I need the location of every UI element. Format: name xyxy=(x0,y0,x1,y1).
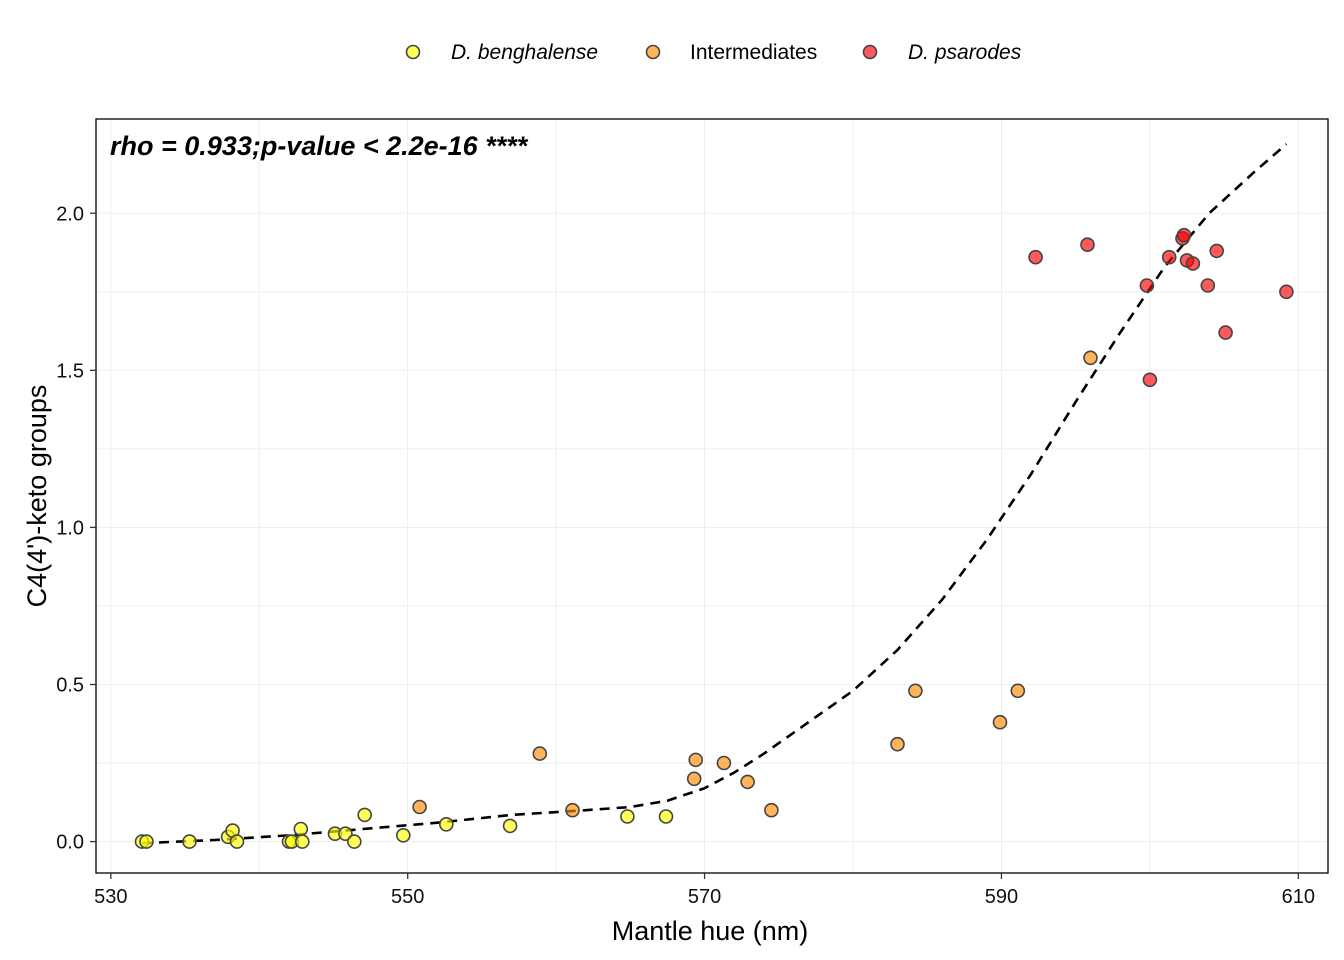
point-intermediates xyxy=(688,752,704,768)
axis-ticks: 530 550 570 590 610 0.0 0.5 1.0 1.5 2.0 xyxy=(56,203,1315,908)
point-intermediates xyxy=(716,755,732,771)
point-intermediates xyxy=(992,714,1008,730)
point-intermediates xyxy=(565,802,580,818)
point-intermediates xyxy=(740,774,755,790)
point-d-benghalense xyxy=(658,809,674,824)
trend-line-group xyxy=(141,143,1288,845)
x-tick-label: 610 xyxy=(1282,886,1315,908)
legend-label-d-benghalense: D. benghalense xyxy=(451,41,598,64)
point-intermediates xyxy=(764,802,779,818)
x-tick-label: 570 xyxy=(688,886,721,908)
y-axis-title: C4(4')-keto groups xyxy=(22,385,52,608)
point-d-benghalense xyxy=(338,826,353,842)
y-tick-label: 1.5 xyxy=(56,360,84,382)
plot-panel-border xyxy=(95,118,1329,874)
x-axis-title: Mantle hue (nm) xyxy=(612,916,809,946)
data-points xyxy=(134,227,1294,849)
legend-key-d-benghalense xyxy=(405,44,421,60)
legend: D. benghalense Intermediates D. psarodes xyxy=(405,41,1022,64)
point-d-psarodes xyxy=(1080,237,1095,252)
y-tick-label: 1.0 xyxy=(56,517,84,539)
x-tick-label: 550 xyxy=(391,886,424,908)
x-tick-label: 530 xyxy=(94,886,127,908)
legend-key-intermediates xyxy=(645,44,661,60)
point-d-psarodes xyxy=(1161,249,1177,265)
point-d-psarodes xyxy=(1176,227,1192,243)
y-tick-label: 2.0 xyxy=(56,203,84,225)
point-intermediates xyxy=(890,736,905,752)
point-d-benghalense xyxy=(293,821,309,837)
point-intermediates xyxy=(1083,350,1098,366)
point-d-benghalense xyxy=(620,809,635,824)
point-intermediates xyxy=(412,799,427,815)
point-d-benghalense xyxy=(139,834,154,849)
point-d-benghalense xyxy=(294,834,310,849)
point-d-benghalense xyxy=(502,818,518,834)
grid xyxy=(96,119,1328,873)
point-d-benghalense xyxy=(438,816,454,832)
legend-label-intermediates: Intermediates xyxy=(690,41,817,64)
point-d-benghalense xyxy=(229,834,245,849)
point-d-psarodes xyxy=(1139,278,1155,293)
point-d-psarodes xyxy=(1279,284,1294,300)
x-tick-label: 590 xyxy=(985,886,1018,908)
point-intermediates xyxy=(1010,683,1026,699)
point-d-psarodes xyxy=(1142,372,1158,388)
y-tick-label: 0.5 xyxy=(56,675,84,697)
y-tick-label: 0.0 xyxy=(56,832,84,854)
legend-label-d-psarodes: D. psarodes xyxy=(908,41,1022,64)
point-d-benghalense xyxy=(346,834,362,849)
point-intermediates xyxy=(908,683,923,699)
correlation-annotation: rho = 0.933;p-value < 2.2e-16 **** xyxy=(110,131,529,161)
point-d-benghalense xyxy=(395,827,411,843)
point-d-psarodes xyxy=(1028,249,1043,265)
point-d-benghalense xyxy=(357,807,373,823)
legend-key-d-psarodes xyxy=(862,44,878,60)
trend-line xyxy=(141,143,1288,845)
point-intermediates xyxy=(532,746,548,761)
point-d-psarodes xyxy=(1209,243,1224,259)
point-d-benghalense xyxy=(182,834,197,849)
point-intermediates xyxy=(686,771,702,787)
point-d-psarodes xyxy=(1185,256,1201,271)
point-d-psarodes xyxy=(1200,278,1216,293)
point-d-psarodes xyxy=(1218,325,1233,340)
